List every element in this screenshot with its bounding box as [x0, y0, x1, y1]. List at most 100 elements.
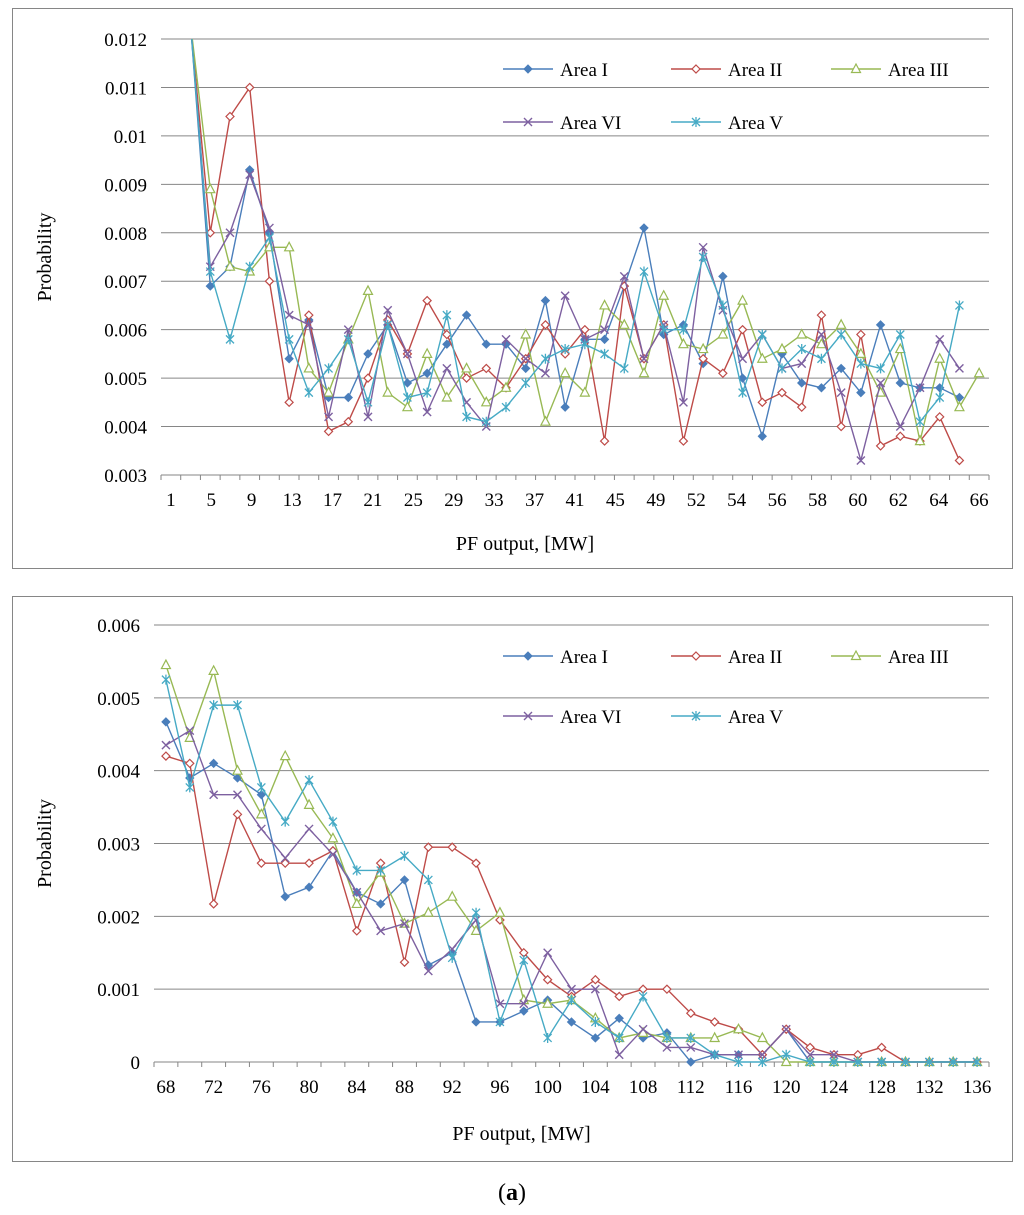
chart-panel-bottom: 0 0.001 0.002 0.003 0.004 0.005 0.006 68 72 76 80 8… — [12, 596, 1013, 1162]
data-point — [757, 397, 768, 408]
data-point — [304, 775, 314, 786]
legend-item-area-v: Area V — [671, 113, 783, 134]
data-point — [363, 373, 373, 383]
data-point — [678, 397, 688, 407]
x-tick-label: 5 — [207, 490, 217, 511]
x-tick-label: 25 — [404, 490, 423, 511]
data-point — [208, 758, 219, 769]
data-point — [836, 329, 846, 340]
data-point — [718, 271, 728, 282]
data-point — [599, 436, 610, 446]
data-point — [835, 318, 847, 329]
series-area-ii — [191, 39, 965, 466]
data-point — [233, 790, 242, 800]
data-point — [323, 426, 334, 437]
x-tick-label: 112 — [677, 1077, 705, 1098]
data-point — [805, 1050, 815, 1060]
x-tick-label: 64 — [929, 490, 949, 511]
data-point — [495, 1016, 505, 1027]
data-point — [567, 995, 576, 1006]
data-point — [400, 919, 409, 929]
data-point — [659, 324, 669, 335]
data-point — [284, 354, 294, 364]
data-point — [303, 798, 315, 809]
data-point — [953, 400, 965, 412]
data-point — [205, 266, 215, 277]
y-tick-label: 0.006 — [104, 321, 147, 342]
data-point — [280, 891, 290, 902]
legend-marker — [523, 117, 533, 127]
data-point — [343, 334, 353, 345]
legend-label: Area III — [888, 60, 949, 81]
data-point — [481, 363, 492, 374]
data-point — [280, 858, 291, 869]
data-point — [658, 289, 670, 300]
data-point — [797, 378, 807, 388]
data-point — [836, 421, 846, 432]
data-point — [328, 849, 338, 859]
data-point — [805, 1057, 815, 1067]
data-point — [934, 412, 945, 422]
x-tick-label: 56 — [768, 490, 787, 511]
data-point — [423, 874, 433, 885]
data-point — [540, 353, 550, 364]
chart-bottom: 0 0.001 0.002 0.003 0.004 0.005 0.006 68 72 76 80 8… — [34, 616, 991, 1145]
data-point — [462, 411, 472, 422]
data-point — [599, 334, 610, 345]
data-point — [540, 368, 550, 378]
data-point — [614, 1050, 624, 1060]
legend-item-area-v: Area V — [671, 707, 783, 728]
data-point — [187, 19, 195, 29]
data-point — [560, 291, 570, 301]
data-point — [599, 299, 611, 310]
data-point — [816, 310, 827, 320]
data-point — [797, 344, 807, 355]
data-point — [446, 890, 458, 901]
data-point — [777, 363, 787, 374]
data-point — [836, 388, 846, 398]
chart-panel-top: 0.003 0.004 0.005 0.006 0.007 0.008 0.009 0.01 0… — [12, 8, 1013, 569]
data-point — [471, 858, 481, 869]
data-point — [710, 1049, 720, 1060]
data-point — [400, 850, 409, 861]
data-point — [698, 252, 708, 262]
data-point — [816, 353, 826, 364]
data-point — [225, 228, 235, 238]
data-point — [423, 966, 433, 976]
data-point — [895, 431, 906, 442]
data-point — [580, 339, 590, 350]
data-point — [402, 349, 412, 359]
data-point — [161, 740, 171, 750]
data-point — [519, 999, 529, 1009]
data-point — [480, 396, 492, 407]
data-point — [924, 1057, 934, 1067]
data-point — [816, 330, 826, 340]
data-point — [352, 887, 362, 897]
data-point — [209, 790, 219, 800]
series-line-area-i — [165, 721, 978, 1063]
data-point — [363, 397, 373, 408]
data-point — [796, 402, 807, 413]
data-point — [471, 1017, 481, 1027]
data-point — [461, 373, 472, 383]
data-point — [638, 1024, 648, 1034]
data-point — [351, 897, 363, 909]
x-tick-label: 132 — [915, 1077, 944, 1098]
x-tick-label: 116 — [725, 1077, 753, 1098]
data-point — [686, 1057, 696, 1067]
x-tick-label: 108 — [629, 1077, 658, 1098]
legend-label: Area VI — [560, 707, 621, 728]
data-point — [559, 366, 571, 378]
y-tick-label: 0.001 — [97, 980, 140, 1001]
data-point — [685, 1008, 696, 1019]
data-point — [279, 749, 291, 761]
x-tick-label: 66 — [970, 490, 989, 511]
x-tick-label: 80 — [300, 1077, 319, 1098]
data-point — [836, 363, 846, 374]
data-point — [520, 328, 532, 339]
x-tick-label: 60 — [848, 490, 867, 511]
data-point — [204, 182, 216, 194]
x-tick-label: 29 — [444, 490, 463, 511]
data-point — [208, 664, 220, 675]
data-point — [343, 392, 353, 403]
